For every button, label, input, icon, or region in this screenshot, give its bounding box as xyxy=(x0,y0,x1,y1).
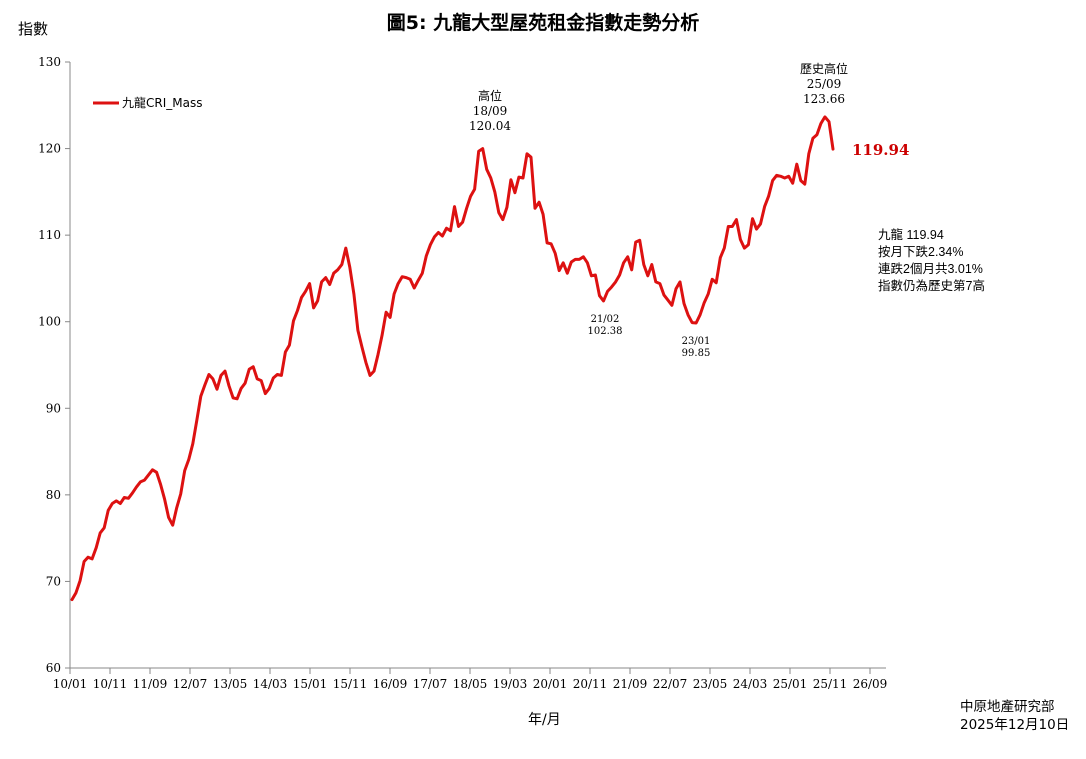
x-tick-label: 22/07 xyxy=(653,677,688,691)
note-line: 按月下跌2.34% xyxy=(878,245,964,259)
y-tick-label: 110 xyxy=(38,228,61,242)
x-tick-label: 17/07 xyxy=(413,677,448,691)
x-tick-label: 23/05 xyxy=(693,677,728,691)
chart-title: 圖5: 九龍大型屋苑租金指數走勢分析 xyxy=(386,12,700,34)
annotation-label: 23/01 xyxy=(682,336,711,347)
y-axis-title: 指數 xyxy=(18,20,49,38)
x-tick-label: 14/03 xyxy=(253,677,288,691)
x-axis-title: 年/月 xyxy=(528,712,561,728)
note-block: 九龍 119.94 按月下跌2.34% 連跌2個月共3.01% 指數仍為歷史第7… xyxy=(878,227,985,295)
note-line: 指數仍為歷史第7高 xyxy=(878,279,985,293)
y-tick-label: 100 xyxy=(38,315,61,329)
y-tick-label: 70 xyxy=(46,574,61,588)
x-tick-label: 19/03 xyxy=(493,677,528,691)
annotation-label: 高位 xyxy=(478,88,502,103)
annotation-label: 120.04 xyxy=(469,119,511,133)
x-tick-label: 26/09 xyxy=(853,677,888,691)
last-value-label: 119.94 xyxy=(852,141,909,159)
x-tick-label: 12/07 xyxy=(173,677,208,691)
source-org: 中原地產研究部 xyxy=(960,699,1055,715)
note-line: 連跌2個月共3.01% xyxy=(878,262,983,276)
x-tick-label: 13/05 xyxy=(213,677,248,691)
annotation-label: 21/02 xyxy=(591,314,620,325)
series-line-kowloon xyxy=(70,115,835,602)
note-line: 九龍 119.94 xyxy=(878,228,944,242)
y-tick-label: 80 xyxy=(46,488,61,502)
y-tick-label: 90 xyxy=(46,401,61,415)
x-tick-label: 25/11 xyxy=(813,677,848,691)
x-tick-label: 20/11 xyxy=(573,677,608,691)
annotation-label: 99.85 xyxy=(682,348,711,359)
y-tick-label: 60 xyxy=(46,661,61,675)
x-tick-label: 16/09 xyxy=(373,677,408,691)
x-tick-label: 20/01 xyxy=(533,677,568,691)
y-tick-label: 130 xyxy=(38,55,61,69)
annotation-label: 18/09 xyxy=(473,104,508,118)
legend-label: 九龍CRI_Mass xyxy=(122,95,202,110)
annotation-label: 25/09 xyxy=(807,77,842,91)
x-tick-label: 10/01 xyxy=(53,677,88,691)
x-tick-label: 18/05 xyxy=(453,677,488,691)
x-tick-label: 24/03 xyxy=(733,677,768,691)
source-block: 中原地產研究部 2025年12月10日 xyxy=(960,698,1069,734)
x-tick-label: 15/01 xyxy=(293,677,328,691)
x-tick-label: 11/09 xyxy=(133,677,168,691)
x-tick-label: 21/09 xyxy=(613,677,648,691)
x-tick-label: 10/11 xyxy=(93,677,128,691)
x-tick-label: 25/01 xyxy=(773,677,808,691)
source-date: 2025年12月10日 xyxy=(960,717,1070,733)
x-tick-label: 15/11 xyxy=(333,677,368,691)
annotation-label: 123.66 xyxy=(803,92,845,106)
y-tick-label: 120 xyxy=(38,142,61,156)
annotation-label: 102.38 xyxy=(588,326,623,337)
annotation-label: 歷史高位 xyxy=(800,61,848,76)
